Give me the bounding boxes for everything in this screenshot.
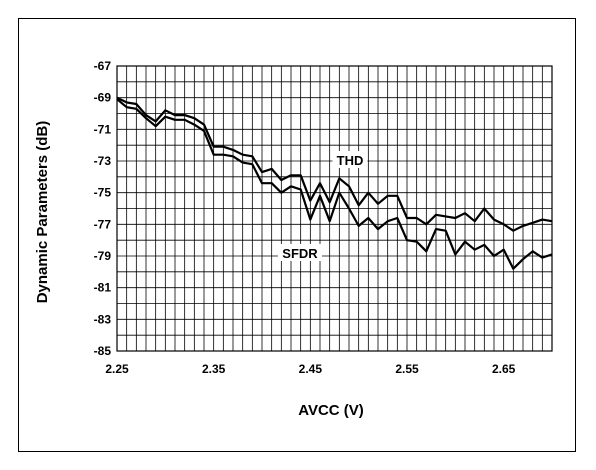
x-tick-label: 2.45: [299, 362, 323, 376]
grid: [117, 66, 552, 351]
series-line-thd: [116, 96, 553, 232]
x-tick-label: 2.55: [395, 362, 419, 376]
x-tick-label: 2.65: [492, 362, 516, 376]
y-tick-label: -77: [94, 217, 112, 231]
y-tick-label: -69: [94, 91, 112, 105]
series-label-background-sfdr: [278, 244, 322, 261]
y-tick-label: -83: [94, 312, 112, 326]
series-label-background-thd: [332, 151, 368, 168]
series-label-sfdr: SFDR: [282, 246, 318, 261]
series-lines: [116, 96, 553, 270]
y-tick-label: -79: [94, 249, 112, 263]
y-tick-label: -67: [94, 59, 112, 73]
x-tick-label: 2.25: [105, 362, 129, 376]
series-line-sfdr: [116, 98, 553, 270]
x-tick-label: 2.35: [202, 362, 226, 376]
frame-border: [18, 18, 576, 452]
series-labels: THD SFDR: [278, 151, 368, 261]
y-tick-label: -75: [94, 186, 112, 200]
y-tick-label: -81: [94, 281, 112, 295]
y-tick-label: -73: [94, 154, 112, 168]
series-label-thd: THD: [337, 153, 364, 168]
y-tick-label: -71: [94, 122, 112, 136]
x-tick-labels: 2.25 2.35 2.45 2.55 2.65: [105, 362, 515, 376]
plot-border: [116, 65, 553, 352]
y-tick-label: -85: [94, 344, 112, 358]
y-axis-title: Dynamic Parameters (dB): [34, 121, 51, 304]
y-tick-labels: -67 -69 -71 -73 -75 -77 -79 -81 -83 -85: [94, 59, 112, 358]
x-axis-title: AVCC (V): [298, 402, 364, 419]
